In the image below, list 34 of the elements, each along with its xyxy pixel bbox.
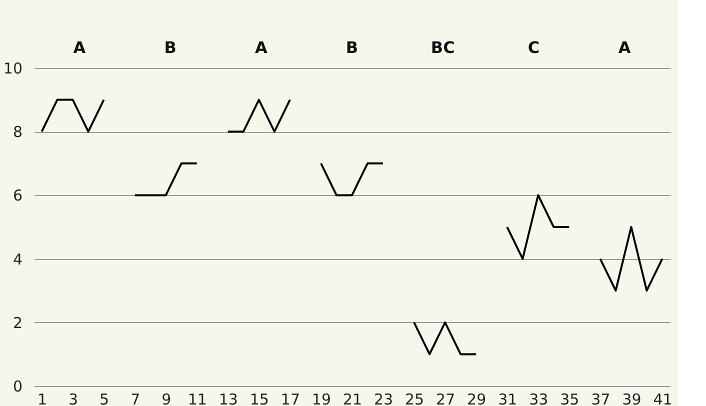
y-tick-label: 2	[12, 314, 22, 332]
x-tick-label: 7	[130, 390, 140, 406]
x-tick-label: 21	[342, 390, 362, 406]
y-tick-label: 8	[12, 123, 22, 142]
x-tick-label: 13	[218, 390, 238, 406]
x-tick-label: 41	[653, 390, 672, 406]
x-tick-label: 25	[405, 390, 424, 406]
x-tick-label: 19	[312, 390, 332, 406]
y-tick-label: 6	[12, 186, 22, 205]
x-tick-label: 29	[467, 390, 486, 406]
x-tick-label: 9	[162, 390, 172, 406]
text: A	[254, 38, 268, 57]
text: B	[164, 38, 176, 57]
x-tick-label: 37	[591, 390, 610, 406]
y-tick-label: 10	[3, 60, 22, 78]
text: A	[73, 38, 86, 57]
y-tick-label: 0	[12, 378, 22, 396]
x-tick-label: 5	[100, 390, 110, 406]
x-tick-label: 31	[498, 390, 518, 406]
text: BC	[430, 38, 455, 57]
y-tick-label: 4	[12, 250, 22, 268]
x-tick-label: 11	[188, 390, 207, 406]
text: B	[346, 38, 358, 57]
x-tick-label: 23	[374, 390, 394, 406]
x-tick-label: 1	[37, 390, 48, 406]
x-tick-label: 39	[622, 390, 642, 406]
x-tick-label: 15	[250, 390, 269, 406]
text: C	[528, 38, 540, 57]
x-tick-label: 27	[436, 390, 456, 406]
x-tick-label: 33	[529, 390, 548, 406]
x-tick-label: 17	[280, 390, 300, 406]
text: A	[618, 38, 632, 57]
x-tick-label: 3	[68, 390, 78, 406]
x-tick-label: 35	[560, 390, 580, 406]
